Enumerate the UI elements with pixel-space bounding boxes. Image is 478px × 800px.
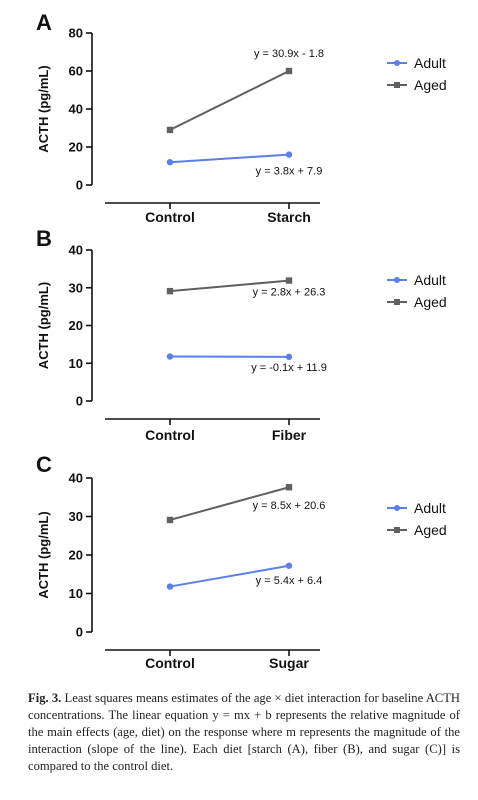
x-tick-label: Starch	[267, 209, 311, 225]
y-tick-label: 60	[69, 64, 83, 79]
legend-marker	[394, 505, 400, 511]
data-point	[285, 67, 293, 75]
data-point	[285, 353, 293, 361]
legend-label: Adult	[414, 500, 446, 516]
series-line	[169, 70, 290, 131]
legend-label: Aged	[414, 77, 447, 93]
data-point	[166, 159, 174, 166]
x-tick-label: Sugar	[269, 655, 309, 671]
series-line	[169, 486, 290, 521]
y-tick-label: 40	[69, 243, 83, 258]
data-point	[285, 484, 293, 491]
caption-label: Fig. 3.	[28, 691, 62, 705]
equation-label: y = 2.8x + 26.3	[253, 287, 326, 299]
y-tick-label: 10	[69, 356, 83, 371]
series-line	[169, 153, 290, 164]
x-tick-label: Fiber	[272, 427, 307, 443]
y-tick-label: 0	[76, 625, 83, 640]
data-point	[166, 126, 174, 134]
y-tick-label: 0	[76, 178, 83, 193]
equation-label: y = 5.4x + 6.4	[256, 575, 323, 587]
y-tick-label: 80	[69, 26, 83, 41]
panel-label: A	[36, 10, 52, 35]
legend-marker	[394, 277, 400, 283]
y-axis-label: ACTH (pg/mL)	[36, 282, 51, 369]
data-point	[166, 287, 174, 295]
y-tick-label: 40	[69, 471, 83, 486]
figure-panels: A 0 20 40 60 80 ACTH (pg/mL) Control Starch y = 3…	[36, 10, 447, 671]
y-tick-label: 40	[69, 102, 83, 117]
legend-label: Adult	[414, 55, 446, 71]
figure-caption: Fig. 3. Least squares means estimates of…	[28, 690, 460, 775]
data-point	[285, 562, 293, 569]
panel-label: B	[36, 226, 52, 251]
legend-label: Aged	[414, 522, 447, 538]
x-tick-label: Control	[145, 209, 195, 225]
caption-text: Least squares means estimates of the age…	[28, 691, 460, 773]
data-point	[166, 583, 174, 590]
data-point	[285, 277, 293, 284]
series-line	[169, 279, 290, 293]
data-point	[166, 353, 174, 360]
equation-label: y = 3.8x + 7.9	[256, 166, 323, 178]
y-tick-label: 30	[69, 280, 83, 295]
y-tick-label: 20	[69, 548, 83, 563]
y-tick-label: 20	[69, 318, 83, 333]
legend-marker	[394, 82, 400, 88]
y-tick-label: 20	[69, 140, 83, 155]
y-axis-label: ACTH (pg/mL)	[36, 511, 51, 598]
legend-marker	[394, 527, 400, 533]
equation-label: y = -0.1x + 11.9	[251, 362, 327, 374]
legend-label: Aged	[414, 294, 447, 310]
data-point	[285, 151, 293, 158]
legend-marker	[394, 60, 400, 66]
panel-label: C	[36, 452, 52, 477]
data-point	[166, 516, 174, 524]
y-tick-label: 0	[76, 394, 83, 409]
equation-label: y = 8.5x + 20.6	[253, 500, 326, 512]
equation-label: y = 30.9x - 1.8	[254, 48, 324, 60]
y-tick-label: 30	[69, 509, 83, 524]
y-axis-label: ACTH (pg/mL)	[36, 65, 51, 152]
x-tick-label: Control	[145, 655, 195, 671]
series-line	[169, 564, 290, 588]
legend-marker	[394, 299, 400, 305]
x-tick-label: Control	[145, 427, 195, 443]
legend-label: Adult	[414, 272, 446, 288]
y-tick-label: 10	[69, 586, 83, 601]
